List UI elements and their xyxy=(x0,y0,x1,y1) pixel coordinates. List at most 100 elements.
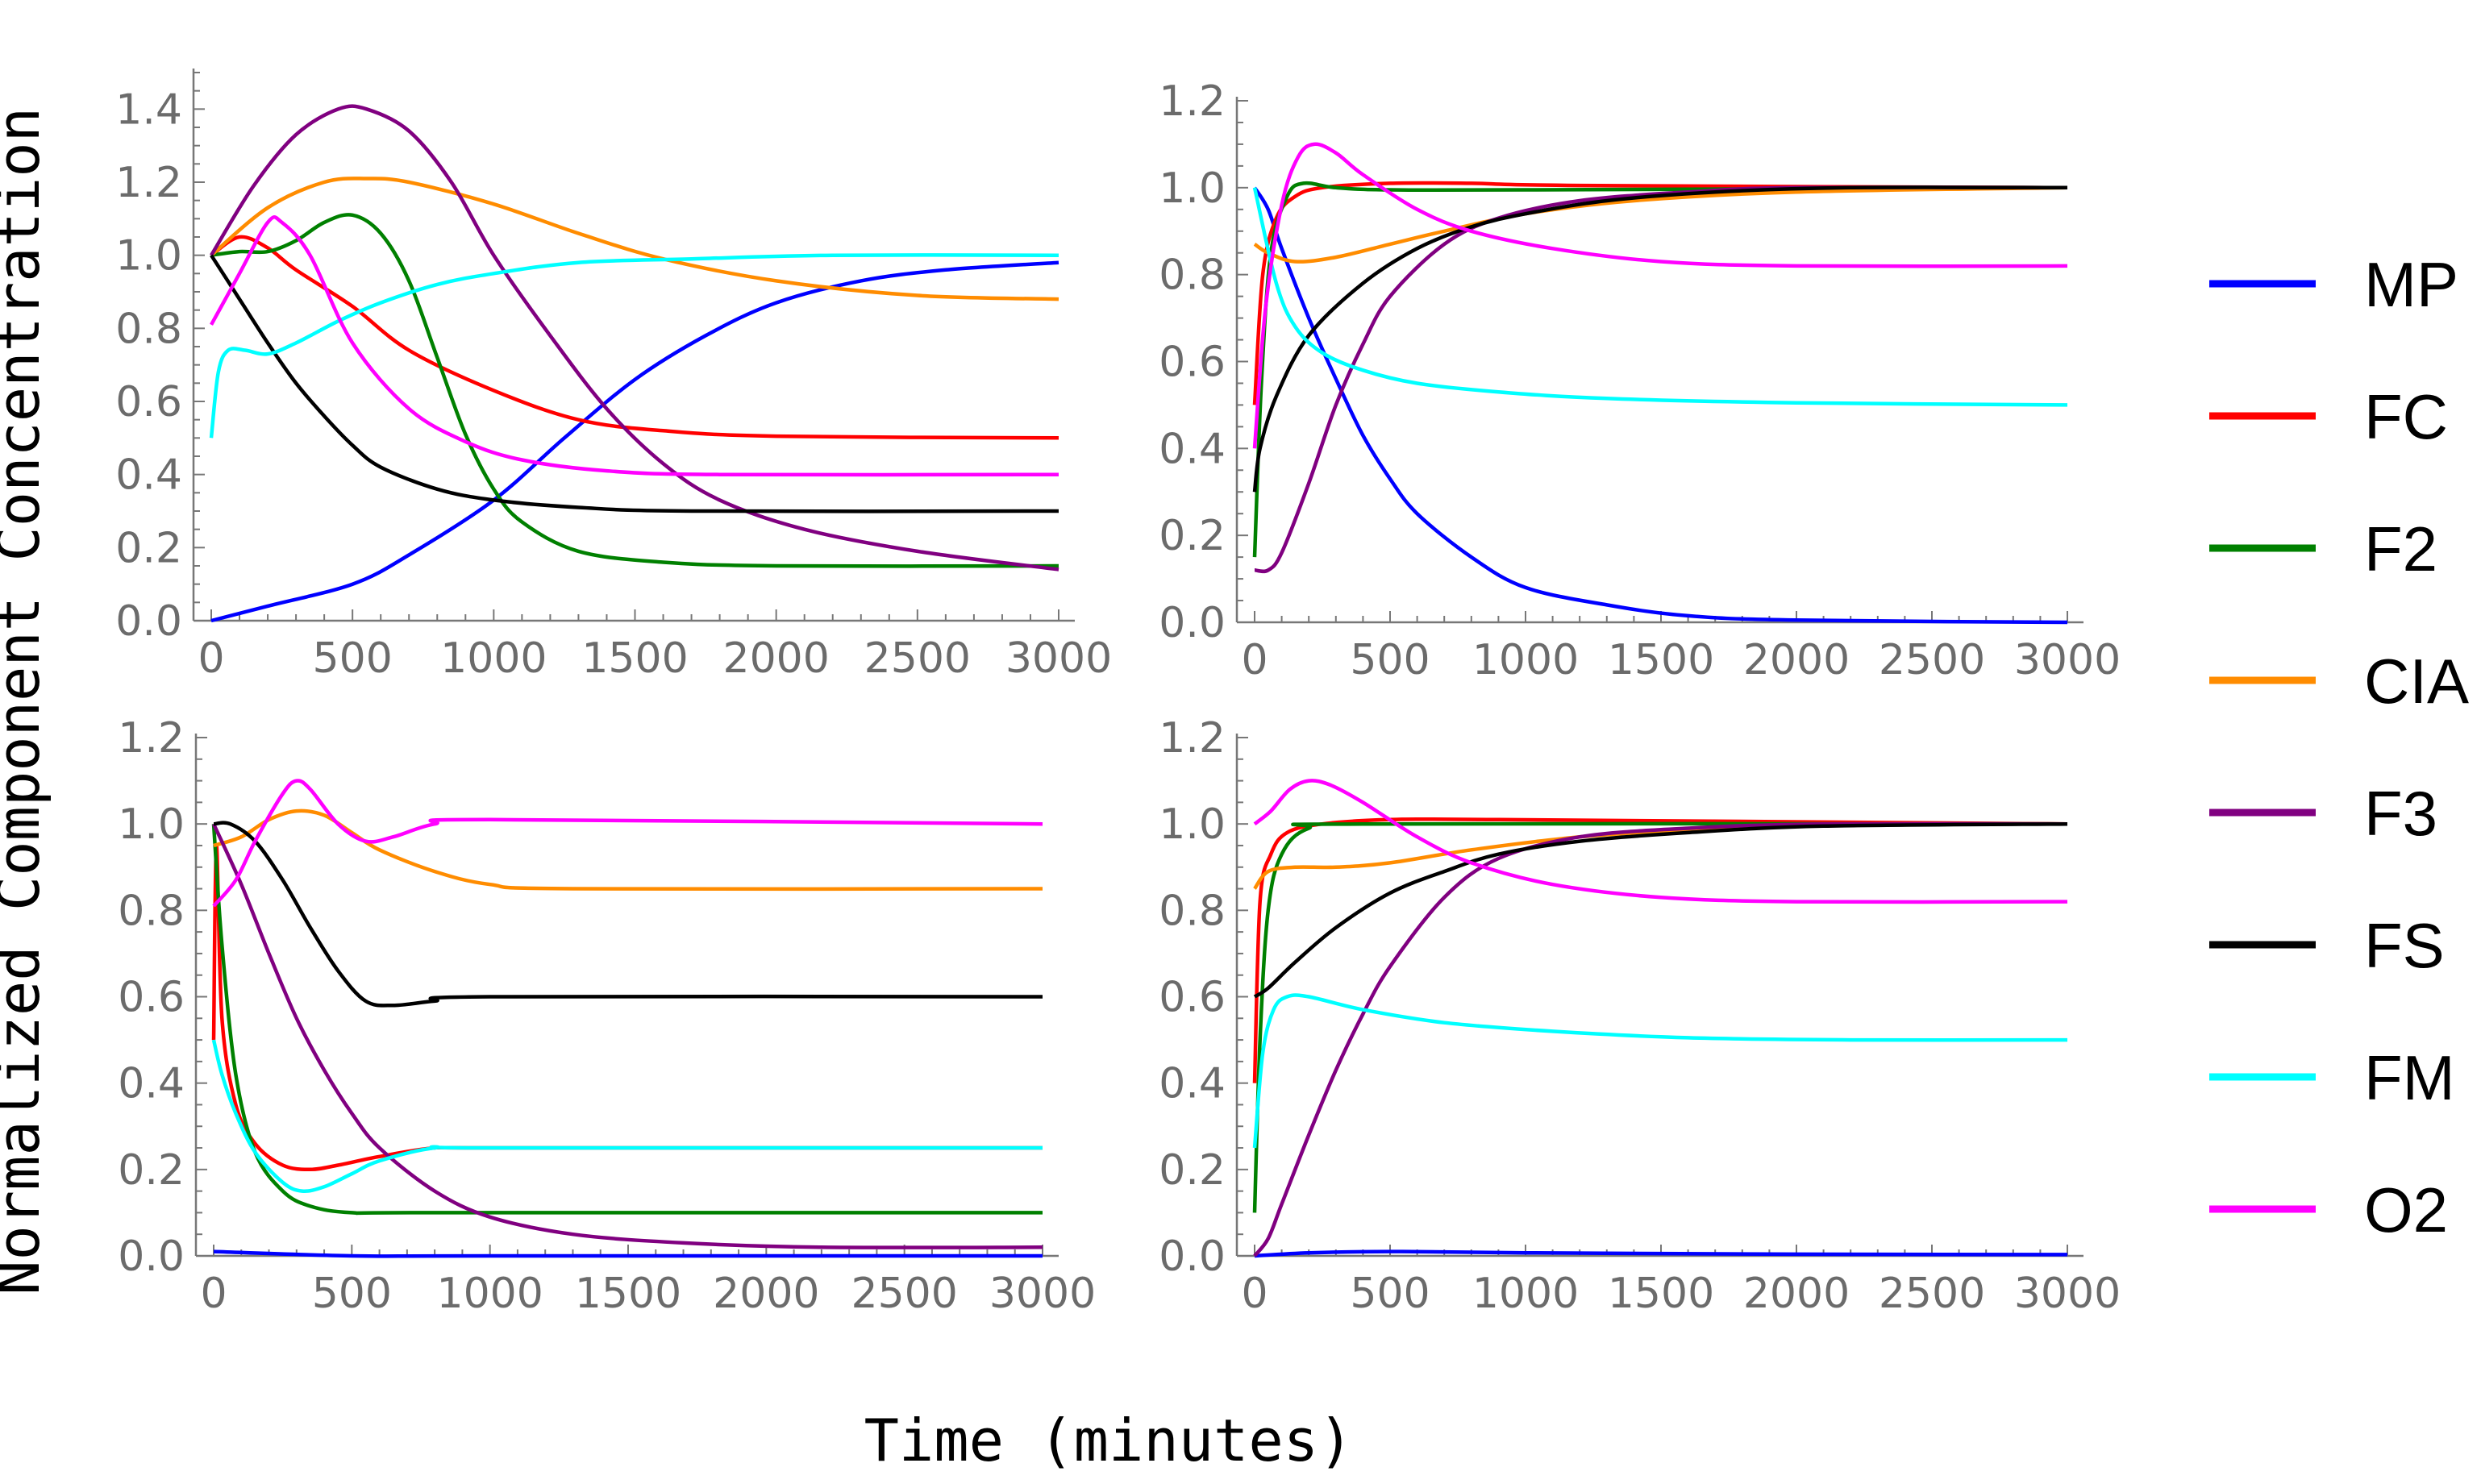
y-tick-label: 0.2 xyxy=(1159,1146,1226,1195)
chart-panel-bottom-right: 0.0 0.2 0.4 0.6 0.8 1.0 1.2 0 500 1000 1500 2000 250… xyxy=(1159,714,2121,1318)
y-tick-label: 0.2 xyxy=(1159,512,1226,560)
series-line-mp xyxy=(213,1249,1043,1258)
x-tick-label: 2000 xyxy=(713,1270,819,1318)
series-line-fc xyxy=(1252,181,2068,405)
legend-label: FM xyxy=(2364,1042,2455,1113)
series-line-mp xyxy=(1253,186,2068,625)
series-line-f2 xyxy=(1252,181,2068,558)
legend-label: F3 xyxy=(2364,778,2437,849)
legend-item-cia: CIA xyxy=(2209,646,2469,717)
series-line-f2 xyxy=(1252,821,2068,1213)
x-tick-label: 2500 xyxy=(1879,636,1985,684)
x-tick-label: 3000 xyxy=(2014,1270,2121,1318)
x-tick-label: 2000 xyxy=(722,634,829,683)
chart-panel-bottom-left: 0.0 0.2 0.4 0.6 0.8 1.0 1.2 0 500 1000 1500 2000 250… xyxy=(118,714,1096,1318)
legend-label: MP xyxy=(2364,249,2458,320)
y-tick-label: 0.8 xyxy=(1159,887,1226,935)
y-tick-label: 0.8 xyxy=(115,305,182,353)
y-tick-label: 1.4 xyxy=(115,85,182,134)
legend-label: CIA xyxy=(2364,646,2469,717)
series-line-fm xyxy=(1252,187,2068,407)
y-tick-label: 0.6 xyxy=(118,974,185,1022)
series-line-fs xyxy=(213,821,1043,1008)
x-tick-label: 1000 xyxy=(1472,1270,1579,1318)
series-line-f2 xyxy=(210,213,1059,568)
y-tick-label: 0.6 xyxy=(115,378,182,426)
y-tick-label: 0.0 xyxy=(1159,599,1226,647)
x-tick-label: 3000 xyxy=(2014,636,2121,684)
x-tick-label: 1000 xyxy=(1472,636,1579,684)
x-tick-label: 0 xyxy=(1241,636,1268,684)
y-tick-label: 1.2 xyxy=(1159,77,1226,126)
legend-item-fc: FC xyxy=(2209,381,2448,452)
x-tick-label: 1500 xyxy=(1608,1270,1714,1318)
y-tick-label: 0.2 xyxy=(118,1146,185,1195)
series-line-fm xyxy=(211,1039,1043,1194)
series-line-f3 xyxy=(211,823,1043,1249)
x-tick-label: 1500 xyxy=(1608,636,1714,684)
series-line-fm xyxy=(209,253,1059,439)
series-line-fc xyxy=(210,235,1059,440)
y-tick-label: 0.4 xyxy=(118,1060,185,1108)
legend-item-o2: O2 xyxy=(2209,1174,2448,1245)
series-line-o2 xyxy=(210,215,1059,477)
y-tick-label: 0.4 xyxy=(1159,1060,1226,1108)
x-tick-label: 0 xyxy=(200,1270,227,1318)
x-tick-label: 2000 xyxy=(1743,1270,1850,1318)
series-line-fs xyxy=(1253,821,2068,999)
legend-item-fm: FM xyxy=(2209,1042,2455,1113)
y-tick-label: 0.0 xyxy=(1159,1233,1226,1281)
legend-label: F2 xyxy=(2364,513,2437,584)
x-tick-label: 500 xyxy=(1350,1270,1430,1318)
series-line-o2 xyxy=(1252,142,2068,449)
x-tick-label: 2500 xyxy=(1879,1270,1985,1318)
series-line-cia xyxy=(1253,185,2068,264)
series-line-cia xyxy=(210,177,1059,301)
x-tick-label: 1500 xyxy=(575,1270,681,1318)
series-line-o2 xyxy=(212,779,1043,908)
series-line-fs xyxy=(210,254,1059,513)
y-tick-label: 0.8 xyxy=(1159,251,1226,300)
series-line-f3 xyxy=(210,104,1059,572)
y-tick-label: 0.4 xyxy=(1159,425,1226,473)
y-tick-label: 1.0 xyxy=(1159,164,1226,213)
x-tick-label: 0 xyxy=(1241,1270,1268,1318)
y-tick-label: 1.0 xyxy=(115,232,182,281)
y-tick-label: 1.2 xyxy=(1159,714,1226,763)
series-line-fc xyxy=(1252,817,2068,1083)
chart-panel-top-right: 0.0 0.2 0.4 0.6 0.8 1.0 1.2 0 500 1000 1500 2000 250… xyxy=(1159,77,2121,684)
x-tick-label: 1500 xyxy=(581,634,688,683)
y-tick-label: 0.6 xyxy=(1159,339,1226,387)
y-tick-label: 0.6 xyxy=(1159,974,1226,1022)
x-tick-label: 3000 xyxy=(1005,634,1112,683)
series-line-fs xyxy=(1252,185,2068,493)
series-line-mp xyxy=(210,260,1059,623)
legend-label: FS xyxy=(2364,910,2445,981)
x-tick-label: 500 xyxy=(312,1270,392,1318)
legend-label: O2 xyxy=(2364,1174,2448,1245)
series-line-o2 xyxy=(1253,779,2068,904)
y-tick-label: 1.0 xyxy=(118,800,185,849)
x-tick-label: 500 xyxy=(313,634,393,683)
chart-panels: 0.0 0.2 0.4 0.6 0.8 1.0 1.2 1.4 0 500 1000 1500 2000… xyxy=(115,69,2121,1318)
series-line-fc xyxy=(211,843,1043,1172)
legend-item-f3: F3 xyxy=(2209,778,2437,849)
legend-item-fs: FS xyxy=(2209,910,2445,981)
legend-item-f2: F2 xyxy=(2209,513,2437,584)
series-line-f3 xyxy=(1254,185,2068,574)
legend-label: FC xyxy=(2364,381,2448,452)
y-tick-label: 0.4 xyxy=(115,451,182,500)
x-tick-label: 500 xyxy=(1350,636,1430,684)
y-tick-label: 0.8 xyxy=(118,887,185,935)
series-line-fm xyxy=(1252,993,2068,1149)
y-tick-label: 1.2 xyxy=(118,714,185,763)
x-tick-label: 2500 xyxy=(851,1270,957,1318)
x-tick-label: 1000 xyxy=(440,634,547,683)
y-tick-label: 0.0 xyxy=(118,1233,185,1281)
x-tick-label: 0 xyxy=(198,634,224,683)
chart-panel-top-left: 0.0 0.2 0.4 0.6 0.8 1.0 1.2 1.4 0 500 1000 1500 2000… xyxy=(115,69,1112,683)
x-tick-label: 2000 xyxy=(1743,636,1850,684)
series-line-f2 xyxy=(211,824,1043,1216)
x-axis-title: Time (minutes) xyxy=(864,1407,1354,1474)
